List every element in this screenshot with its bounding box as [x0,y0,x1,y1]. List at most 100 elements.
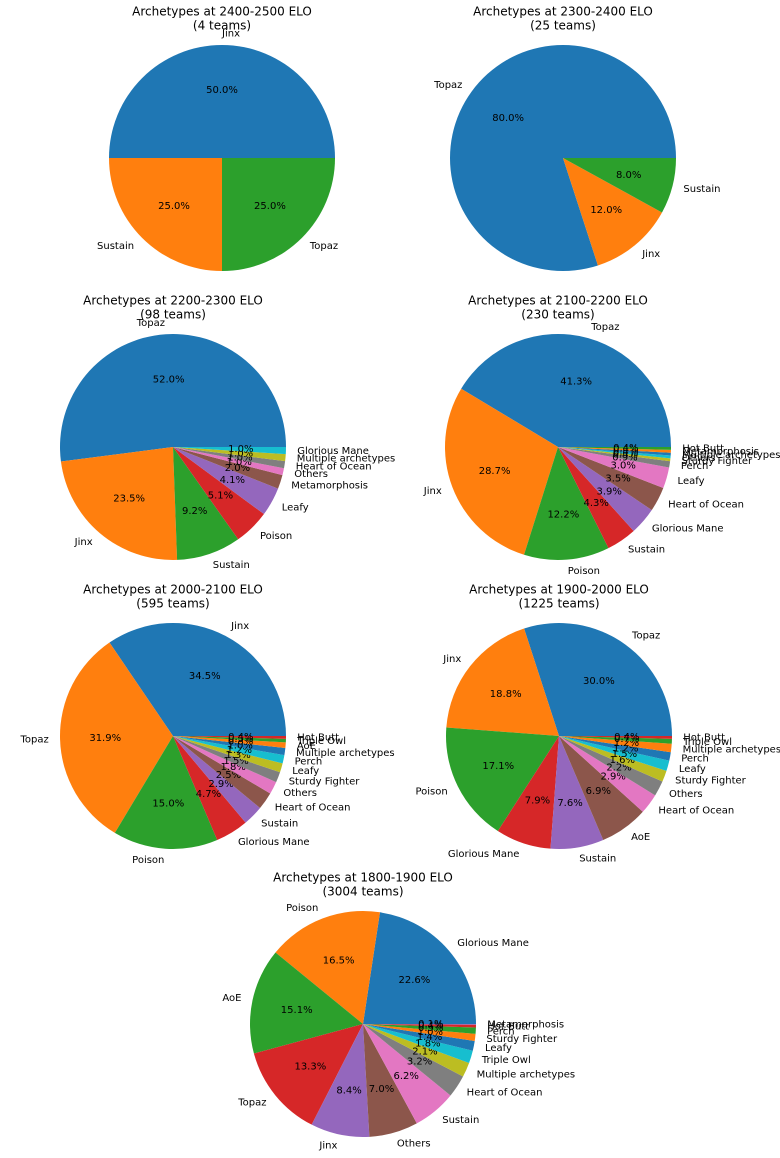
value-label: 34.5% [189,671,221,682]
pie-wedge [363,1024,476,1034]
wedge-label: Jinx [641,249,660,260]
value-label: 8.4% [336,1085,361,1096]
chart-title: Archetypes at 2000-2100 ELO [83,583,263,597]
pie-wedge [558,447,671,468]
pie-wedge [558,447,671,453]
pie-wedge [563,158,676,213]
pie-wedge [559,736,643,840]
wedge-label: Sturdy Fighter [486,1034,558,1045]
wedge-label: Triple Owl [481,1055,531,1066]
pie-wedge [114,736,218,849]
chart-subtitle: (230 teams) [521,308,594,322]
value-label: 5.1% [208,490,233,501]
pie-wedge [363,1024,476,1028]
pie-wedge [497,736,559,849]
wedge-label: Jinx [442,654,461,665]
wedge-label: Sustain [213,560,250,571]
pie-wedge [363,1024,464,1096]
chart-title: Archetypes at 1800-1900 ELO [273,871,453,885]
wedge-label: Glorious Mane [457,938,529,949]
value-label: 1.0% [226,457,251,468]
wedge-label: Triple Owl [682,737,732,748]
pie-wedge [173,447,284,476]
wedge-label: Sustain [97,241,134,252]
wedge-label: AoE [631,832,650,843]
pie-wedge [550,736,604,849]
value-label: 1.0% [228,448,253,459]
pie-wedge [173,736,286,756]
wedge-label: Jinx [318,1141,337,1152]
pie-wedge [253,1024,363,1125]
value-label: 2.1% [412,1047,437,1058]
wedge-label: Others [294,469,328,480]
chart-subtitle: (4 teams) [193,19,251,33]
wedge-label: Glorious Mane [297,446,369,457]
wedge-label: Hot Butt [683,733,725,744]
wedge-label: Poison [568,566,600,577]
pie-wedge [173,736,281,783]
wedge-label: Multiple archetypes [297,454,395,465]
wedge-label: Glorious Mane [652,523,724,534]
wedge-label: Topaz [19,735,48,746]
value-label: 1.3% [225,750,250,761]
value-label: 0.4% [613,448,638,459]
pie-wedge [250,952,363,1054]
value-label: 9.2% [182,506,207,517]
value-label: 7.0% [369,1084,394,1095]
value-label: 1.4% [417,1032,442,1043]
value-label: 6.2% [394,1071,419,1082]
wedge-label: AoE [297,741,316,752]
value-label: 13.3% [294,1062,326,1073]
pie-wedge [109,158,222,271]
value-label: 7.6% [557,798,582,809]
wedge-label: Sustain [442,1115,479,1126]
value-label: 4.1% [220,475,245,486]
chart-subtitle: (3004 teams) [322,885,403,899]
value-label: 0.4% [613,443,638,454]
pie-wedge [60,642,173,833]
value-label: 1.0% [418,1027,443,1038]
pie-wedge [559,736,672,744]
pie-wedge [173,736,286,743]
value-label: 17.1% [482,761,514,772]
wedge-label: Others [283,788,317,799]
value-label: 1.0% [227,453,252,464]
wedge-label: Topaz [136,318,165,329]
pie-wedge [311,1024,370,1137]
wedge-label: Multiple archetypes [477,1069,575,1080]
wedge-label: Heart of Ocean [296,461,372,472]
wedge-label: Poison [286,903,318,914]
pie-wedge [524,447,609,560]
value-label: 0.9% [418,1023,443,1034]
pie-wedge [558,447,652,531]
value-label: 0.1% [418,1019,443,1030]
value-label: 22.6% [399,975,431,986]
value-label: 1.8% [221,762,246,773]
value-label: 3.5% [605,473,630,484]
value-label: 41.3% [560,377,592,388]
wedge-label: Heart of Ocean [467,1088,543,1099]
wedge-label: Topaz [590,322,619,333]
pie-wedge [363,1024,417,1137]
pie-wedge [173,447,283,489]
pie-wedge [558,447,671,462]
pie-wedge [173,447,286,462]
value-label: 25.0% [254,201,286,212]
chart-subtitle: (25 teams) [530,19,596,33]
pie-wedge [109,623,286,736]
pie-wedge [558,447,671,459]
pie-wedge [173,447,286,469]
value-label: 80.0% [492,113,524,124]
wedge-label: Sturdy Fighter [675,775,747,786]
wedge-label: Heart of Ocean [275,802,351,813]
wedge-label: Perch [487,1026,515,1037]
value-label: 12.2% [547,510,579,521]
value-label: 0.4% [418,1020,443,1031]
value-label: 8.0% [616,170,641,181]
value-label: 15.0% [152,799,184,810]
pie-wedge [558,447,670,489]
pie-wedge [445,388,558,555]
pie-wedge [222,158,335,271]
value-label: 2.9% [601,772,626,783]
value-label: 2.5% [216,770,241,781]
